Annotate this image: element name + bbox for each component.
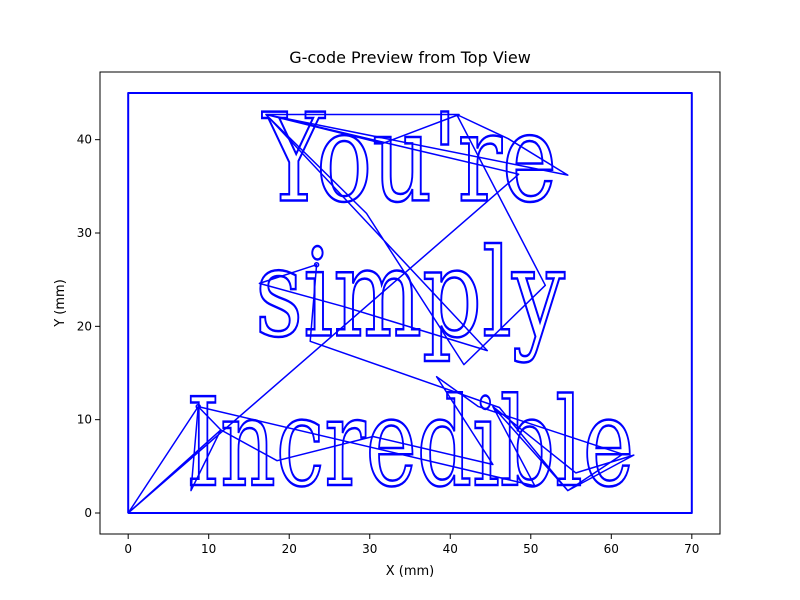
y-axis-ticks: 0 10 20 30 40 (77, 133, 100, 520)
gcode-text-line: Incredible (186, 372, 634, 514)
y-tick-label: 40 (77, 133, 92, 147)
path-start-marker (313, 261, 320, 268)
y-tick-label: 30 (77, 226, 92, 240)
axes-frame (99, 71, 721, 535)
x-tick-label: 60 (604, 542, 619, 556)
x-axis-label: X (mm) (386, 564, 435, 579)
y-tick-label: 20 (77, 319, 92, 333)
x-tick-label: 0 (124, 542, 132, 556)
x-tick-label: 30 (362, 542, 377, 556)
x-tick-label: 50 (523, 542, 538, 556)
chart-title: G-code Preview from Top View (289, 48, 531, 67)
travel-path-line (127, 113, 635, 514)
x-tick-label: 40 (443, 542, 458, 556)
y-axis-label: Y (mm) (53, 279, 68, 328)
y-tick-label: 10 (77, 413, 92, 427)
x-axis-ticks: 0 10 20 30 40 50 60 70 (124, 534, 699, 556)
path-start-marker (195, 403, 201, 410)
y-tick-label: 0 (84, 506, 92, 520)
x-tick-label: 10 (201, 542, 216, 556)
gcode-text-line: simply (255, 223, 565, 365)
border-path-line (127, 92, 693, 514)
x-tick-label: 20 (282, 542, 297, 556)
x-tick-label: 70 (684, 542, 699, 556)
gcode-text-line: You're (261, 87, 557, 229)
